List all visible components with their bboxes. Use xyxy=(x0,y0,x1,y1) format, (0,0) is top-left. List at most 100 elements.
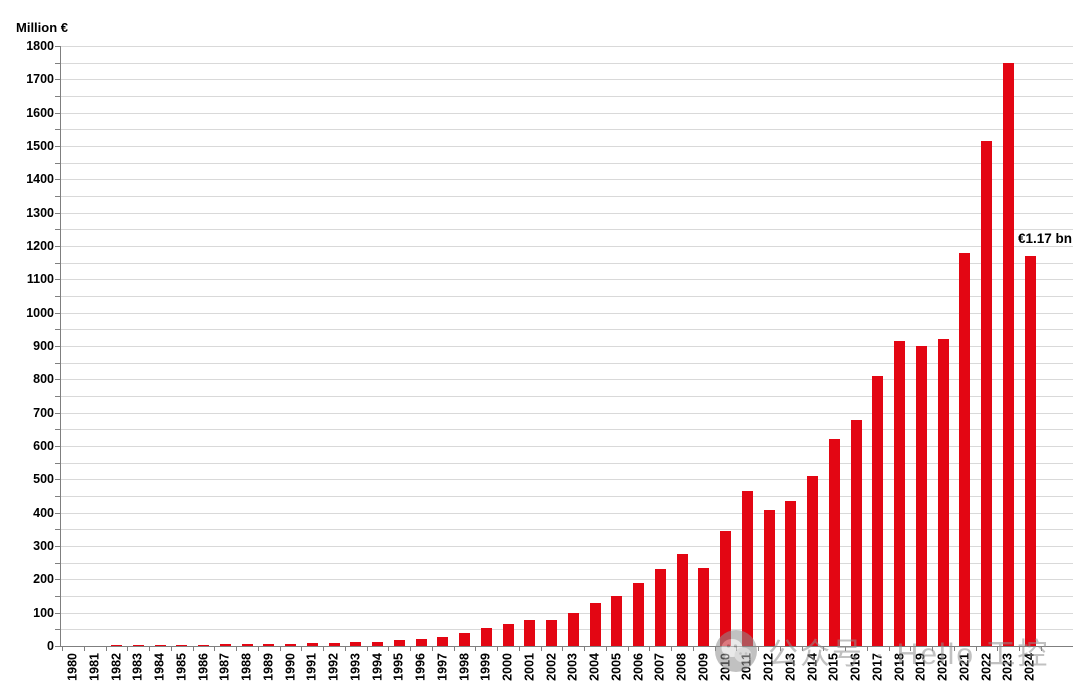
gridline xyxy=(60,329,1073,331)
x-axis-tick-label: 1985 xyxy=(174,653,189,681)
bar-2000 xyxy=(502,623,514,646)
x-axis-tick-label: 1986 xyxy=(196,653,210,681)
y-axis-tick-label: 1400 xyxy=(26,172,54,187)
gridline xyxy=(60,229,1073,231)
gridline xyxy=(60,562,1073,564)
y-axis-tick-label: 0 xyxy=(47,639,54,653)
gridline xyxy=(60,212,1073,214)
bar-2008 xyxy=(676,554,688,646)
gridline xyxy=(60,129,1073,131)
x-axis-tick-label: 2009 xyxy=(696,653,711,681)
x-axis-tick xyxy=(823,647,825,651)
bar-2018 xyxy=(894,341,905,646)
x-axis-tick xyxy=(540,647,542,651)
bar-2017 xyxy=(872,376,884,646)
x-axis-tick xyxy=(279,647,281,651)
x-axis-tick-label: 1987 xyxy=(217,653,232,681)
y-axis-tick xyxy=(55,196,60,197)
y-axis-tick xyxy=(55,429,60,431)
y-axis-tick xyxy=(55,79,60,81)
y-axis-tick xyxy=(55,146,60,147)
y-axis-tick xyxy=(55,179,60,181)
x-axis-tick xyxy=(366,647,368,651)
x-axis-tick xyxy=(932,647,934,651)
x-axis-tick xyxy=(671,647,673,651)
y-axis-tick-label: 100 xyxy=(33,605,54,620)
gridline xyxy=(60,62,1073,64)
y-axis-tick xyxy=(55,462,60,464)
gridline xyxy=(60,346,1073,347)
gridline xyxy=(60,546,1073,547)
gridline xyxy=(60,379,1073,381)
x-axis-tick-label: 2000 xyxy=(500,653,515,681)
x-axis-tick-label: 1996 xyxy=(413,653,428,681)
y-axis-tick-label: 1500 xyxy=(26,139,54,153)
y-axis-tick-label: 400 xyxy=(33,505,54,520)
y-axis-tick-label: 200 xyxy=(33,572,54,587)
y-axis-line xyxy=(60,46,61,646)
y-axis-tick xyxy=(55,596,60,597)
y-axis-tick xyxy=(55,479,60,481)
bar-1999 xyxy=(480,627,492,646)
bar-1984 xyxy=(154,645,166,646)
x-axis-tick-label: 1989 xyxy=(261,653,276,681)
bar-2016 xyxy=(850,419,862,646)
bar-2009 xyxy=(698,568,710,646)
y-axis-tick xyxy=(55,546,60,547)
gridline xyxy=(60,462,1073,464)
x-axis-tick xyxy=(192,647,194,651)
x-axis-tick xyxy=(649,647,651,651)
gridline xyxy=(60,146,1073,147)
x-axis-tick-label: 1984 xyxy=(152,653,167,681)
bar-1986 xyxy=(198,644,209,646)
bar-2006 xyxy=(633,583,644,646)
y-axis-tick xyxy=(55,346,60,347)
gridline xyxy=(60,246,1073,247)
y-axis-tick xyxy=(55,579,60,581)
y-axis-tick-label: 1700 xyxy=(26,72,54,87)
x-axis-tick-label: 2008 xyxy=(674,653,689,681)
wechat-official-account-icon xyxy=(715,630,757,672)
bar-2010 xyxy=(720,531,731,646)
gridline xyxy=(60,279,1073,281)
y-axis-tick xyxy=(55,129,60,131)
x-axis-tick-label: 1998 xyxy=(457,653,471,681)
gridline xyxy=(60,596,1073,597)
y-axis-tick-label: 1200 xyxy=(26,239,54,253)
gridline xyxy=(60,46,1073,47)
bar-1997 xyxy=(437,637,449,646)
y-axis-tick xyxy=(55,529,60,531)
x-axis-tick xyxy=(518,647,520,651)
x-axis-tick xyxy=(170,647,172,651)
x-axis-tick-label: 2006 xyxy=(631,653,645,681)
gridline xyxy=(60,629,1073,631)
x-axis-tick xyxy=(910,647,912,651)
y-axis-tick xyxy=(55,212,60,214)
y-axis-tick-label: 1000 xyxy=(26,305,54,320)
gridline xyxy=(60,179,1073,181)
x-axis-tick xyxy=(105,647,107,651)
x-axis-tick-label: 2005 xyxy=(609,653,624,681)
bar-2011 xyxy=(741,491,753,646)
x-axis-line xyxy=(60,646,1073,647)
y-axis-tick-label: 1600 xyxy=(26,105,54,120)
gridline xyxy=(60,479,1073,481)
y-axis-tick xyxy=(55,646,60,647)
bar-1988 xyxy=(241,644,253,646)
x-axis-tick xyxy=(888,647,890,651)
bar-2024 xyxy=(1024,256,1036,646)
y-axis-tick xyxy=(55,46,60,47)
y-axis-tick xyxy=(55,629,60,631)
gridline xyxy=(60,79,1073,81)
bar-2005 xyxy=(611,595,623,646)
gridline xyxy=(60,262,1073,264)
gridline xyxy=(60,529,1073,531)
y-axis-tick xyxy=(55,62,60,64)
y-axis-tick xyxy=(55,396,60,397)
y-axis-tick xyxy=(55,379,60,381)
x-axis-tick xyxy=(779,647,781,651)
bar-1995 xyxy=(393,640,405,646)
y-axis-tick-label: 1800 xyxy=(26,39,54,53)
gridline xyxy=(60,312,1073,314)
